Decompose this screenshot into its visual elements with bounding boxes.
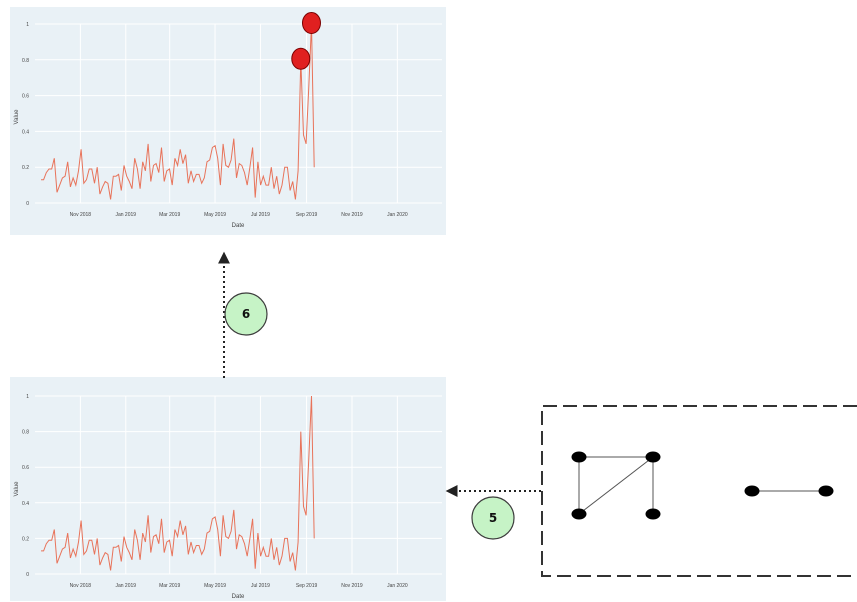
x-tick-label: Jan 2020 xyxy=(387,212,408,218)
x-tick-label: Sep 2019 xyxy=(296,583,318,589)
graph-node xyxy=(645,451,661,463)
step-number: 6 xyxy=(242,307,250,321)
x-tick-label: Nov 2018 xyxy=(70,583,92,589)
y-tick-label: 0.2 xyxy=(22,165,29,171)
plot-background xyxy=(10,7,446,235)
step-badge-5: 5 xyxy=(471,496,515,540)
y-tick-label: 0.4 xyxy=(22,129,29,135)
x-tick-label: Nov 2019 xyxy=(341,583,363,589)
y-axis-title: Value xyxy=(14,109,20,125)
y-tick-label: 0.6 xyxy=(22,465,29,471)
graph-node xyxy=(818,485,834,497)
x-tick-label: Jan 2019 xyxy=(115,212,136,218)
x-tick-label: Nov 2019 xyxy=(341,212,363,218)
y-tick-label: 0.6 xyxy=(22,94,29,100)
dashed-frame xyxy=(541,405,857,577)
x-tick-label: Jan 2020 xyxy=(387,583,408,589)
plot-background xyxy=(10,377,446,601)
x-axis-title: Date xyxy=(232,223,245,229)
anomaly-marker xyxy=(301,12,321,34)
graph-edge xyxy=(578,456,654,515)
y-tick-label: 1 xyxy=(26,22,29,28)
x-tick-label: Mar 2019 xyxy=(159,212,180,218)
y-tick-label: 0 xyxy=(26,201,29,207)
x-tick-label: Nov 2018 xyxy=(70,212,92,218)
step-number: 5 xyxy=(489,511,497,525)
y-axis-title: Value xyxy=(14,481,20,497)
y-tick-label: 0.8 xyxy=(22,58,29,64)
anomaly-line-chart: 0 0.2 0.4 0.6 0.8 1 Nov 2018 Jan 2019 Mar 2019 Ma… xyxy=(10,7,446,235)
x-tick-label: Jul 2019 xyxy=(251,212,270,218)
graph-node xyxy=(571,451,587,463)
y-tick-label: 0.8 xyxy=(22,430,29,436)
step-badge-6: 6 xyxy=(224,292,268,336)
value-series-line xyxy=(41,395,315,571)
graph-node xyxy=(645,508,661,520)
y-tick-label: 0.4 xyxy=(22,501,29,507)
x-axis-title: Date xyxy=(232,594,245,600)
x-tick-label: Jul 2019 xyxy=(251,583,270,589)
graph-node xyxy=(571,508,587,520)
x-tick-label: Sep 2019 xyxy=(296,212,318,218)
graph-panel xyxy=(541,405,857,577)
anomaly-marker xyxy=(291,47,311,70)
x-tick-label: Jan 2019 xyxy=(115,583,136,589)
x-tick-label: May 2019 xyxy=(204,212,226,218)
graph-node xyxy=(744,485,760,497)
y-tick-label: 0 xyxy=(26,572,29,578)
y-tick-label: 0.2 xyxy=(22,536,29,542)
raw-line-chart: 0 0.2 0.4 0.6 0.8 1 Nov 2018 Jan 2019 Mar 2019 Ma… xyxy=(10,377,446,601)
y-tick-label: 1 xyxy=(26,394,29,400)
x-tick-label: May 2019 xyxy=(204,583,226,589)
value-series-line xyxy=(41,23,315,200)
x-tick-label: Mar 2019 xyxy=(159,583,180,589)
